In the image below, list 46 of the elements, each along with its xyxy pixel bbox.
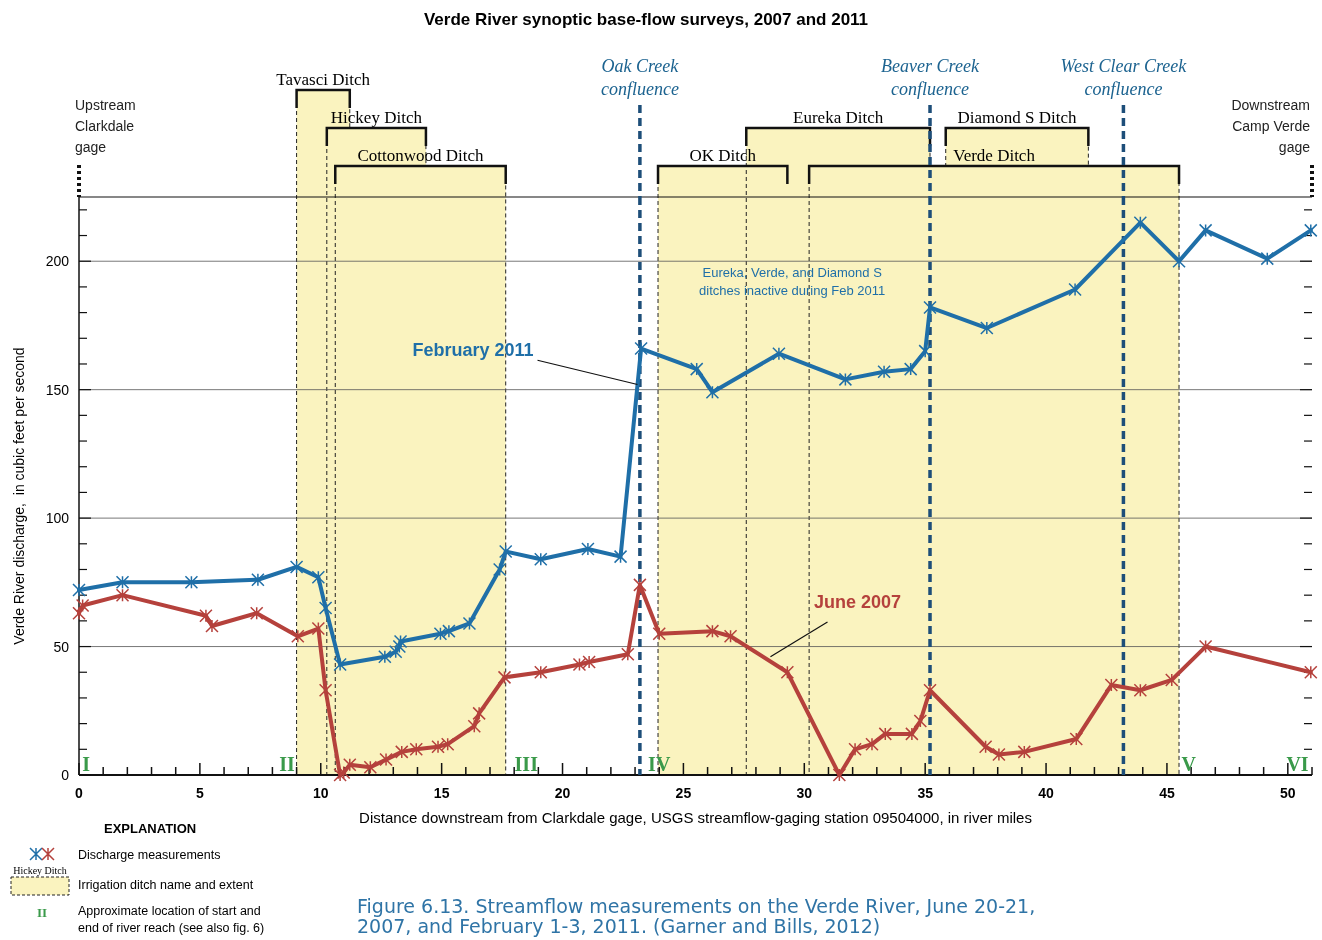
text: EXPLANATION bbox=[104, 821, 197, 836]
text: June 2007 bbox=[813, 592, 902, 613]
x-tick-label: 25 bbox=[675, 785, 692, 801]
band-label: Tavasci Ditch bbox=[276, 70, 371, 89]
x-tick-label: 30 bbox=[796, 785, 813, 801]
caption: Figure 6.13. Streamflow measurements on the Verde River, June 20-21, 2007, and February 1-3, 2011. (Garner and Bills, 2012) bbox=[357, 895, 1036, 937]
y-tick-label: 150 bbox=[45, 381, 70, 398]
x-tick-label: 20 bbox=[554, 785, 571, 801]
band-label: Verde Ditch bbox=[953, 146, 1036, 165]
ref-line-label: Upstream Clarkdale gage bbox=[75, 97, 136, 155]
y-tick-label: 0 bbox=[61, 767, 70, 783]
band-label: OK Ditch bbox=[689, 146, 757, 165]
text: Discharge measurements bbox=[78, 848, 221, 862]
text: Irrigation ditch name and extent bbox=[78, 878, 254, 892]
x-axis-title: Distance downstream from Clarkdale gage, USGS streamflow-gaging station 09504000, in river miles bbox=[359, 809, 1032, 826]
ref-line-label: Downstream Camp Verde gage bbox=[1231, 97, 1311, 155]
ref-line-label: Beaver Creek confluence bbox=[881, 56, 980, 99]
annotation: IV bbox=[648, 753, 671, 775]
x-tick-label: 15 bbox=[433, 785, 450, 801]
annotation: Eureka, Verde, and Diamond S ditches inactive during Feb 2011 bbox=[699, 264, 886, 298]
y-axis-title: Verde River discharge, in cubic feet per second bbox=[11, 347, 27, 645]
text: II bbox=[36, 905, 48, 920]
x-tick-label: 0 bbox=[75, 785, 84, 801]
x-tick-label: 45 bbox=[1159, 785, 1175, 801]
x-tick-label: 10 bbox=[312, 785, 329, 801]
y-tick-label: 100 bbox=[45, 510, 70, 527]
y-tick-label: 200 bbox=[45, 253, 70, 270]
text: February 2011 bbox=[412, 340, 534, 361]
annotation: I bbox=[82, 753, 91, 775]
band-label: Hickey Ditch bbox=[330, 108, 423, 127]
annotation: V bbox=[1181, 753, 1197, 775]
annotation: III bbox=[514, 753, 539, 775]
x-tick-label: 35 bbox=[917, 785, 934, 801]
chart-title: Verde River synoptic base-flow surveys, 2007 and 2011 bbox=[423, 10, 869, 29]
band-label: Diamond S Ditch bbox=[957, 108, 1078, 127]
annotation: VI bbox=[1286, 753, 1309, 775]
ref-line-label: West Clear Creek confluence bbox=[1060, 56, 1188, 99]
x-tick-label: 50 bbox=[1280, 785, 1296, 801]
band-label: Cottonwood Ditch bbox=[357, 146, 485, 165]
x-tick-label: 5 bbox=[195, 785, 204, 801]
annotation: II bbox=[279, 753, 295, 775]
ref-line-label: Oak Creek confluence bbox=[600, 56, 680, 99]
band-label: Eureka Ditch bbox=[793, 108, 884, 127]
text: Approximate location of start and end of river reach (see also fig. 6) bbox=[78, 904, 265, 935]
y-tick-label: 50 bbox=[53, 638, 70, 655]
x-tick-label: 40 bbox=[1038, 785, 1055, 801]
